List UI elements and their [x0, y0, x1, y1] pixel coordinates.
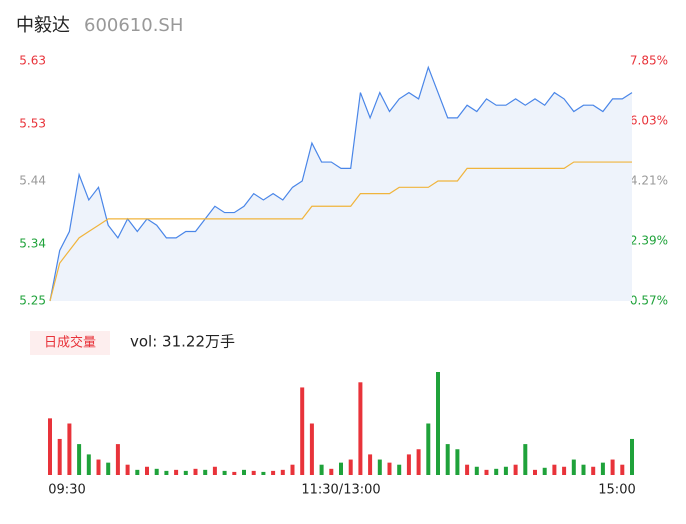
- volume-bar: [261, 471, 266, 475]
- y-tick-label: 5.44: [19, 174, 46, 188]
- volume-bar: [106, 462, 111, 475]
- volume-bar: [523, 444, 528, 475]
- volume-bar: [115, 444, 120, 475]
- volume-bar: [164, 470, 169, 475]
- volume-bar: [309, 423, 314, 475]
- volume-bar: [222, 470, 227, 475]
- volume-bar: [610, 459, 615, 475]
- volume-bar: [271, 470, 276, 475]
- volume-bar: [193, 468, 198, 475]
- volume-bar: [620, 464, 625, 475]
- volume-bar: [455, 449, 460, 475]
- y2-tick-label: 0.57%: [630, 294, 668, 308]
- volume-bar: [562, 466, 567, 475]
- volume-bar: [571, 459, 576, 475]
- volume-bar: [406, 454, 411, 475]
- volume-bar: [397, 464, 402, 475]
- volume-bar: [212, 466, 217, 475]
- volume-bar: [339, 462, 343, 475]
- volume-bar: [348, 459, 353, 475]
- y-tick-label: 5.53: [19, 117, 46, 131]
- volume-bar: [329, 468, 334, 475]
- volume-bar: [591, 466, 596, 475]
- volume-bar: [77, 444, 82, 475]
- volume-bar: [319, 464, 324, 475]
- volume-bar: [533, 469, 537, 475]
- volume-bar: [125, 464, 130, 475]
- volume-bar: [387, 462, 392, 475]
- volume-text: vol: 31.22万手: [130, 333, 235, 351]
- volume-bar: [426, 423, 431, 475]
- y-tick-label: 5.34: [19, 237, 46, 251]
- volume-bar: [630, 438, 634, 475]
- average-line: [49, 161, 632, 302]
- title: 中毅达: [16, 15, 70, 36]
- volume-bar: [280, 469, 285, 475]
- volume-bar: [465, 464, 470, 475]
- volume-bar: [48, 418, 52, 475]
- volume-bar: [135, 469, 140, 475]
- x-tick-label: 15:00: [598, 483, 635, 498]
- volume-bar: [203, 469, 208, 475]
- y-tick-label: 5.63: [19, 54, 46, 68]
- volume-bar: [232, 471, 237, 475]
- volume-bar: [542, 467, 547, 475]
- volume-bar: [581, 464, 586, 475]
- y2-tick-label: 6.03%: [630, 114, 668, 128]
- volume-bar: [377, 459, 382, 475]
- volume-bar: [600, 462, 605, 475]
- x-tick-label: 11:30/13:00: [301, 483, 380, 498]
- volume-bar: [242, 469, 246, 475]
- volume-bar: [154, 468, 159, 475]
- volume-bar: [474, 466, 479, 475]
- volume-bar: [251, 470, 256, 475]
- volume-bar: [513, 464, 518, 475]
- y2-tick-label: 7.85%: [630, 54, 668, 68]
- volume-bar: [552, 464, 557, 475]
- y2-tick-label: 4.21%: [630, 174, 668, 188]
- volume-bar: [67, 423, 72, 475]
- volume-bar: [358, 382, 363, 475]
- y-tick-label: 5.25: [19, 294, 46, 308]
- volume-bar: [145, 466, 149, 475]
- volume-bar: [86, 454, 91, 475]
- volume-bar: [300, 387, 305, 475]
- volume-bar: [484, 469, 489, 475]
- volume-bar: [96, 459, 101, 475]
- volume-bar: [445, 444, 450, 475]
- volume-bar: [174, 469, 179, 475]
- volume-bar: [290, 464, 295, 475]
- volume-bar: [183, 470, 188, 475]
- y2-tick-label: 2.39%: [630, 234, 668, 248]
- volume-bar: [368, 454, 373, 475]
- x-tick-label: 09:30: [48, 483, 85, 498]
- volume-label: 日成交量: [44, 335, 96, 351]
- volume-bar: [57, 438, 62, 475]
- volume-label-box: [30, 331, 110, 355]
- volume-bar: [416, 449, 421, 475]
- subtitle: 600610.SH: [84, 15, 183, 36]
- volume-bar: [503, 466, 508, 475]
- volume-bar: [436, 372, 440, 475]
- volume-bar: [494, 468, 499, 475]
- price-area: [50, 67, 632, 301]
